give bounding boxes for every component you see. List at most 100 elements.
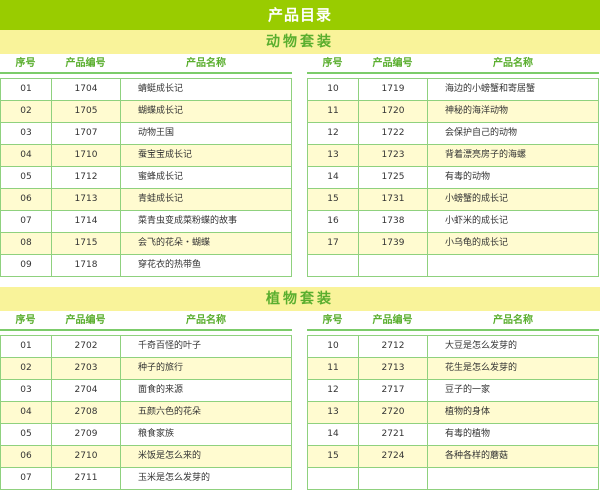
column-header-seq: 序号	[322, 58, 343, 69]
cell-name: 花生是怎么发芽的	[445, 363, 518, 373]
table-header: 序号 产品编号 产品名称	[307, 313, 599, 331]
cell-code: 1705	[52, 101, 121, 122]
animals-table-right: 序号 产品编号 产品名称 10 1719 海边的小螃蟹和寄居蟹 11 1720 神秘的海洋动物 1…	[307, 56, 599, 277]
column-header-code: 产品编号	[65, 315, 106, 326]
column-header-seq: 序号	[15, 58, 36, 69]
cell-seq: 13	[308, 145, 359, 166]
cell-name: 小虾米的成长记	[445, 216, 509, 226]
table-row: 03 1707 动物王国	[1, 123, 291, 145]
table-row: 12 1722 会保护自己的动物	[308, 123, 598, 145]
cell-name	[428, 255, 598, 276]
cell-code: 1715	[52, 233, 121, 254]
table-row: 15 2724 各种各样的蘑菇	[308, 446, 598, 468]
cell-seq: 04	[1, 145, 52, 166]
column-header-name: 产品名称	[493, 315, 533, 326]
table-row: 04 1710 蚕宝宝成长记	[1, 145, 291, 167]
table-header: 序号 产品编号 产品名称	[307, 56, 599, 74]
cell-name: 种子的旅行	[138, 363, 184, 373]
cell-code: 2711	[52, 468, 121, 489]
cell-name: 各种各样的蘑菇	[445, 451, 509, 461]
table-row: 15 1731 小螃蟹的成长记	[308, 189, 598, 211]
cell-seq: 06	[1, 446, 52, 467]
cell-name: 蜜蜂成长记	[138, 172, 184, 182]
table-row: 01 2702 千奇百怪的叶子	[1, 336, 291, 358]
plants-table-left: 序号 产品编号 产品名称 01 2702 千奇百怪的叶子 02 2703 种子的旅行 03 2704…	[0, 313, 292, 490]
table-row: 07 1714 菜青虫变成菜粉蝶的故事	[1, 211, 291, 233]
table-body: 01 2702 千奇百怪的叶子 02 2703 种子的旅行 03 2704 面食的来源 04 270…	[0, 335, 292, 490]
table-row: 05 1712 蜜蜂成长记	[1, 167, 291, 189]
table-row: 05 2709 粮食家族	[1, 424, 291, 446]
cell-code: 1719	[359, 79, 428, 100]
cell-seq: 09	[1, 255, 52, 276]
cell-name: 千奇百怪的叶子	[138, 341, 202, 351]
column-header-seq: 序号	[15, 315, 36, 326]
table-body: 10 1719 海边的小螃蟹和寄居蟹 11 1720 神秘的海洋动物 12 1722 会保护自己…	[307, 78, 599, 277]
cell-seq: 16	[308, 211, 359, 232]
cell-seq: 05	[1, 424, 52, 445]
cell-name: 玉米是怎么发芽的	[138, 473, 211, 483]
cell-seq: 03	[1, 380, 52, 401]
cell-seq: 15	[308, 446, 359, 467]
cell-name: 神秘的海洋动物	[445, 106, 509, 116]
cell-seq: 10	[308, 79, 359, 100]
cell-code: 2704	[52, 380, 121, 401]
table-row: 13 1723 背着漂亮房子的海螺	[308, 145, 598, 167]
column-header-seq: 序号	[322, 315, 343, 326]
cell-code: 1722	[359, 123, 428, 144]
column-header-code: 产品编号	[65, 58, 106, 69]
table-row: 10 2712 大豆是怎么发芽的	[308, 336, 598, 358]
cell-code: 1714	[52, 211, 121, 232]
cell-name: 海边的小螃蟹和寄居蟹	[445, 84, 536, 94]
cell-code: 2710	[52, 446, 121, 467]
table-header: 序号 产品编号 产品名称	[0, 56, 292, 74]
table-row: 13 2720 植物的身体	[308, 402, 598, 424]
table-row: 07 2711 玉米是怎么发芽的	[1, 468, 291, 490]
cell-code: 1707	[52, 123, 121, 144]
cell-code: 1710	[52, 145, 121, 166]
cell-name: 豆子的一家	[445, 385, 491, 395]
page-title: 产品目录	[0, 0, 600, 30]
cell-code: 2703	[52, 358, 121, 379]
cell-seq: 12	[308, 123, 359, 144]
cell-seq: 11	[308, 101, 359, 122]
cell-code: 1712	[52, 167, 121, 188]
cell-seq: 05	[1, 167, 52, 188]
cell-seq: 07	[1, 211, 52, 232]
cell-name: 蝴蝶成长记	[138, 106, 184, 116]
cell-name: 蚕宝宝成长记	[138, 150, 193, 160]
table-header: 序号 产品编号 产品名称	[0, 313, 292, 331]
cell-seq: 13	[308, 402, 359, 423]
cell-code: 2713	[359, 358, 428, 379]
cell-code: 2724	[359, 446, 428, 467]
table-row: 02 2703 种子的旅行	[1, 358, 291, 380]
cell-seq: 01	[1, 79, 52, 100]
cell-code	[359, 468, 428, 489]
section-title-plants: 植物套装	[0, 287, 600, 311]
table-row: 08 1715 会飞的花朵・蝴蝶	[1, 233, 291, 255]
cell-code: 1731	[359, 189, 428, 210]
cell-code: 1720	[359, 101, 428, 122]
cell-code	[359, 255, 428, 276]
cell-seq: 15	[308, 189, 359, 210]
cell-code: 1725	[359, 167, 428, 188]
cell-code: 1713	[52, 189, 121, 210]
cell-code: 2720	[359, 402, 428, 423]
cell-seq: 04	[1, 402, 52, 423]
cell-code: 2709	[52, 424, 121, 445]
cell-name: 米饭是怎么来的	[138, 451, 202, 461]
table-row	[308, 255, 598, 277]
cell-name: 粮食家族	[138, 429, 175, 439]
cell-seq: 06	[1, 189, 52, 210]
cell-seq: 10	[308, 336, 359, 357]
cell-name: 小乌龟的成长记	[445, 238, 509, 248]
cell-name: 背着漂亮房子的海螺	[445, 150, 527, 160]
table-row: 14 1725 有毒的动物	[308, 167, 598, 189]
table-row: 09 1718 穿花衣的热带鱼	[1, 255, 291, 277]
cell-name: 小螃蟹的成长记	[445, 194, 509, 204]
cell-seq: 08	[1, 233, 52, 254]
table-row: 01 1704 蜻蜓成长记	[1, 79, 291, 101]
table-row: 14 2721 有毒的植物	[308, 424, 598, 446]
cell-seq: 14	[308, 424, 359, 445]
table-row: 11 2713 花生是怎么发芽的	[308, 358, 598, 380]
cell-seq: 17	[308, 233, 359, 254]
